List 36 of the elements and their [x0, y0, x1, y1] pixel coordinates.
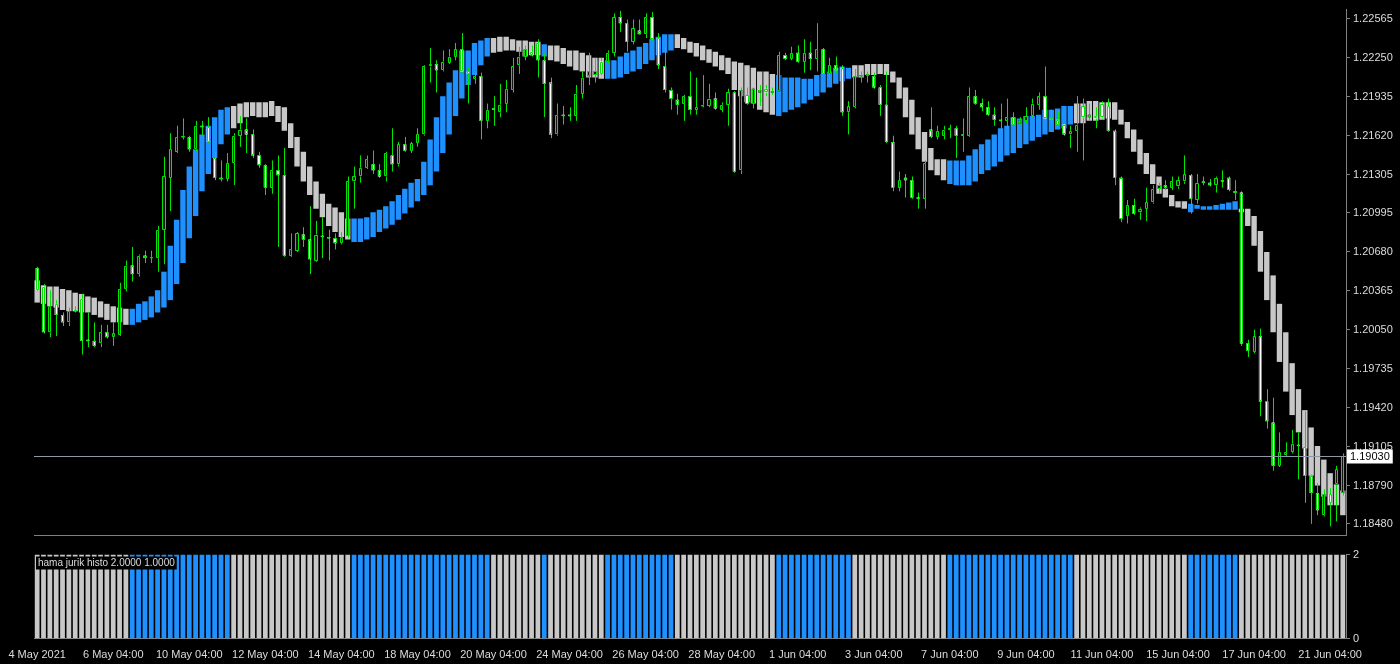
y-tick-label: 1.19735	[1353, 361, 1393, 374]
y-tick-label: 1.22250	[1353, 50, 1393, 63]
y-tick-label: 1.20995	[1353, 205, 1393, 218]
chart-title: hama jurik histo 2.0000 1.0000	[38, 557, 176, 569]
x-tick-label: 15 Jun 04:00	[1146, 648, 1210, 661]
y-tick-label: 0	[1353, 631, 1360, 644]
y-tick-label: 1.21305	[1353, 167, 1393, 180]
x-tick-label: 1 Jun 04:00	[769, 648, 827, 661]
x-tick-label: 6 May 04:00	[82, 648, 144, 661]
x-tick-label: 24 May 04:00	[536, 648, 603, 661]
y-tick-label: 1.21935	[1353, 89, 1393, 102]
x-tick-label: 26 May 04:00	[612, 648, 679, 661]
y-tick-label: 1.19420	[1353, 400, 1393, 413]
x-tick-label: 11 Jun 04:00	[1070, 648, 1134, 661]
x-tick-label: 28 May 04:00	[688, 648, 756, 661]
ref-line-label: 1.19030	[1350, 449, 1390, 462]
y-tick-label: 1.20050	[1353, 322, 1393, 335]
x-tick-label: 20 May 04:00	[460, 648, 527, 661]
x-tick-label: 7 Jun 04:00	[921, 648, 979, 661]
x-tick-label: 18 May 04:00	[384, 648, 451, 661]
x-tick-label: 10 May 04:00	[155, 648, 223, 661]
y-tick-label: 1.18790	[1353, 478, 1393, 491]
y-tick-label: 1.19105	[1353, 439, 1393, 452]
x-tick-label: 3 Jun 04:00	[845, 648, 903, 661]
x-tick-label: 17 Jun 04:00	[1222, 648, 1286, 661]
x-tick-label: 4 May 2021	[8, 648, 66, 661]
y-tick-label: 1.21620	[1353, 128, 1393, 141]
x-tick-label: 21 Jun 04:00	[1298, 648, 1362, 661]
x-tick-label: 14 May 04:00	[308, 648, 375, 661]
y-tick-label: 2	[1353, 547, 1360, 560]
x-tick-label: 12 May 04:00	[232, 648, 299, 661]
y-tick-label: 1.18480	[1353, 516, 1393, 529]
y-tick-label: 1.20365	[1353, 283, 1393, 296]
y-tick-label: 1.22565	[1353, 11, 1393, 24]
y-tick-label: 1.20680	[1353, 244, 1393, 257]
x-tick-label: 9 Jun 04:00	[997, 648, 1055, 661]
